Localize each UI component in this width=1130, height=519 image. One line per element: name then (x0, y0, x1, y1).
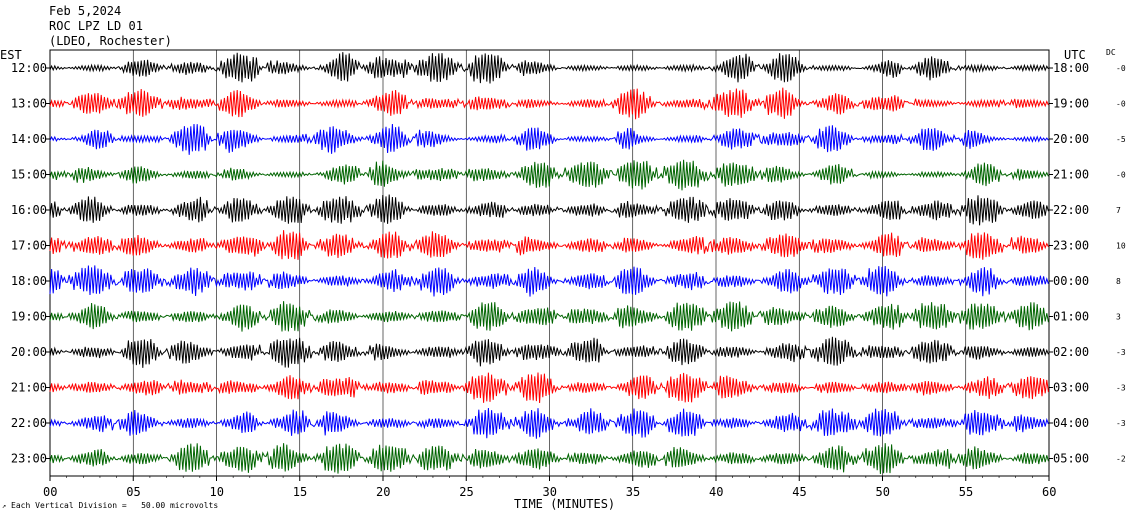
utc-label-9: 03:00 (1053, 381, 1089, 395)
x-tick-label-50: 50 (875, 485, 890, 499)
scale-note: ↗ Each Vertical Division = 50.00 microvo… (2, 501, 218, 510)
est-label-0: 12:00 (11, 61, 47, 75)
left-timezone-label: EST (0, 48, 22, 62)
utc-label-7: 01:00 (1053, 310, 1089, 324)
dc-value-9: -3 (1116, 384, 1126, 393)
trace-row-15:00 (49, 159, 1049, 191)
dc-value-4: 7 (1116, 206, 1121, 215)
utc-label-6: 00:00 (1053, 274, 1089, 288)
station-label: ROC LPZ LD 01 (49, 19, 143, 33)
dc-value-10: -3 (1116, 419, 1126, 428)
trace-row-20:00 (49, 336, 1049, 368)
x-tick-label-60: 60 (1042, 485, 1057, 499)
trace-row-22:00 (49, 407, 1049, 439)
x-tick-label-15: 15 (292, 485, 308, 499)
x-tick-label-05: 05 (126, 485, 141, 499)
dc-header-label: DC (1106, 48, 1116, 57)
est-label-10: 22:00 (11, 416, 47, 430)
est-label-7: 19:00 (11, 310, 47, 324)
dc-value-7: 3 (1116, 313, 1121, 322)
utc-label-0: 18:00 (1053, 61, 1089, 75)
trace-row-14:00 (49, 123, 1049, 155)
trace-row-18:00 (49, 265, 1049, 297)
x-tick-label-20: 20 (376, 485, 391, 499)
utc-label-3: 21:00 (1053, 168, 1089, 182)
x-tick-label-00: 00 (43, 485, 58, 499)
utc-label-4: 22:00 (1053, 203, 1089, 217)
trace-row-16:00 (49, 194, 1049, 226)
date-label: Feb 5,2024 (49, 4, 122, 18)
est-label-1: 13:00 (11, 97, 47, 111)
right-timezone-label: UTC (1064, 48, 1086, 62)
trace-row-21:00 (49, 372, 1049, 404)
dc-value-3: -0 (1116, 171, 1126, 180)
x-tick-label-55: 55 (958, 485, 974, 499)
x-tick-label-40: 40 (709, 485, 724, 499)
utc-label-1: 19:00 (1053, 97, 1089, 111)
dc-value-11: -2 (1116, 455, 1126, 464)
est-label-11: 23:00 (11, 452, 47, 466)
utc-label-11: 05:00 (1053, 452, 1089, 466)
dc-value-2: -5 (1116, 135, 1126, 144)
utc-label-5: 23:00 (1053, 239, 1089, 253)
trace-row-19:00 (49, 301, 1049, 332)
x-tick-label-10: 10 (209, 485, 224, 499)
trace-row-17:00 (49, 230, 1049, 260)
scale-note-text: Each Vertical Division = 50.00 microvolt… (11, 501, 219, 510)
x-tick-label-30: 30 (542, 485, 557, 499)
x-tick-label-45: 45 (792, 485, 807, 499)
dc-value-6: 8 (1116, 277, 1121, 286)
est-label-8: 20:00 (11, 345, 47, 359)
utc-label-2: 20:00 (1053, 132, 1089, 146)
est-label-9: 21:00 (11, 381, 47, 395)
dc-value-5: 10 (1116, 242, 1126, 251)
est-label-2: 14:00 (11, 132, 47, 146)
x-tick-label-25: 25 (459, 485, 474, 499)
scale-mark-icon: ↗ (2, 502, 7, 510)
dc-value-1: -0 (1116, 100, 1126, 109)
est-label-4: 16:00 (11, 203, 47, 217)
est-label-3: 15:00 (11, 168, 47, 182)
est-label-6: 18:00 (11, 274, 47, 288)
trace-row-12:00 (49, 52, 1049, 84)
utc-label-8: 02:00 (1053, 345, 1089, 359)
utc-label-10: 04:00 (1053, 416, 1089, 430)
est-label-5: 17:00 (11, 239, 47, 253)
dc-value-8: -3 (1116, 348, 1126, 357)
trace-row-23:00 (49, 443, 1049, 475)
x-axis-title: TIME (MINUTES) (514, 497, 616, 511)
location-label: (LDEO, Rochester) (49, 34, 172, 48)
x-tick-label-35: 35 (625, 485, 641, 499)
dc-value-0: -0 (1116, 64, 1126, 73)
trace-row-13:00 (49, 87, 1049, 120)
